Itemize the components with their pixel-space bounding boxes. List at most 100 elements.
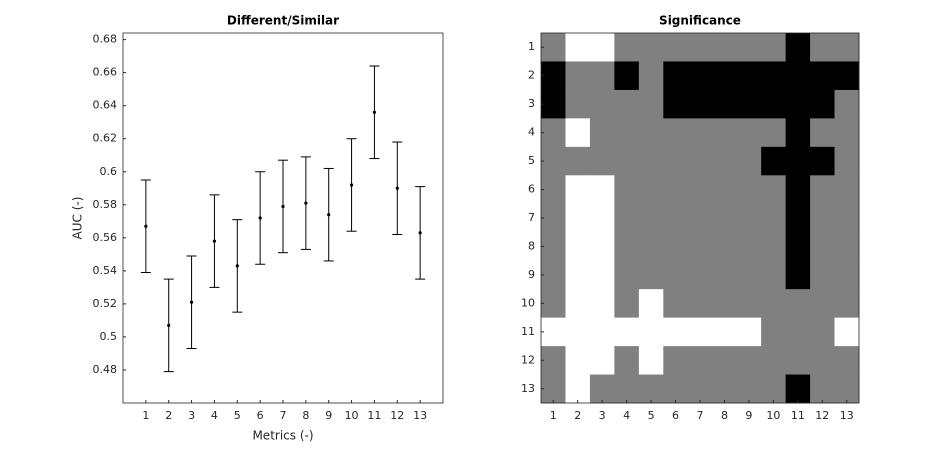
x-tick-label: 13 <box>413 409 427 422</box>
x-axis-label: Metrics (-) <box>252 429 313 443</box>
cell <box>638 346 664 375</box>
y-tick-label: 7 <box>528 211 535 224</box>
cell <box>810 232 835 262</box>
title: Different/Similar <box>227 14 339 28</box>
point <box>212 239 217 243</box>
cell <box>589 89 615 119</box>
title: Significance <box>659 14 741 28</box>
cell <box>687 346 713 375</box>
y-tick-label: 5 <box>528 154 535 167</box>
x-tick-label: 6 <box>257 409 264 422</box>
cell <box>810 260 835 290</box>
cell <box>712 346 738 375</box>
cell <box>565 260 591 290</box>
cell <box>736 118 762 148</box>
point <box>349 183 354 187</box>
cell <box>663 203 689 233</box>
x-tick-label: 12 <box>815 409 829 422</box>
y-tick-label: 0.52 <box>93 297 118 310</box>
x-tick-label: 3 <box>599 409 606 422</box>
cell <box>541 118 566 148</box>
cell <box>541 203 566 233</box>
cell <box>589 33 615 62</box>
cell <box>761 146 787 176</box>
cell <box>834 175 860 205</box>
cell <box>589 175 615 205</box>
y-tick-label: 0.64 <box>93 99 118 112</box>
cell <box>834 232 860 262</box>
cell <box>663 33 689 62</box>
point <box>304 201 308 205</box>
cell <box>785 175 811 205</box>
cell <box>541 33 566 62</box>
cell <box>663 346 689 375</box>
cell <box>761 118 787 148</box>
cell <box>565 61 591 91</box>
x-tick-label: 5 <box>234 409 241 422</box>
cell <box>785 289 811 319</box>
cell <box>736 33 762 62</box>
cell <box>687 175 713 205</box>
cell <box>565 289 591 319</box>
point <box>144 224 148 228</box>
cell <box>541 61 566 91</box>
cell <box>614 289 640 319</box>
cell <box>565 33 591 62</box>
x-tick-label: 9 <box>745 409 752 422</box>
cell <box>687 118 713 148</box>
y-tick-label: 9 <box>528 268 535 281</box>
cell <box>565 374 591 404</box>
cell <box>638 289 664 319</box>
cell <box>589 289 615 319</box>
cell <box>638 146 664 176</box>
x-tick-label: 2 <box>574 409 581 422</box>
y-tick-label: 6 <box>528 183 535 196</box>
y-tick-label: 11 <box>521 325 535 338</box>
cell <box>810 289 835 319</box>
cell <box>736 146 762 176</box>
x-tick-label: 7 <box>697 409 704 422</box>
cell <box>614 203 640 233</box>
cell <box>761 175 787 205</box>
cell <box>565 346 591 375</box>
x-tick-label: 4 <box>211 409 218 422</box>
cell <box>761 232 787 262</box>
cell <box>736 89 762 119</box>
cell <box>663 317 689 347</box>
cell <box>541 289 566 319</box>
cell <box>810 89 835 119</box>
cell <box>712 89 738 119</box>
cell <box>810 203 835 233</box>
cell <box>810 118 835 148</box>
cell <box>761 260 787 290</box>
cell <box>785 118 811 148</box>
cell <box>614 118 640 148</box>
cell <box>712 317 738 347</box>
cell <box>638 89 664 119</box>
x-tick-label: 9 <box>325 409 332 422</box>
cell <box>687 61 713 91</box>
cell <box>834 346 860 375</box>
cell <box>589 61 615 91</box>
y-tick-label: 0.48 <box>93 363 118 376</box>
cell <box>541 374 566 404</box>
x-tick-label: 1 <box>550 409 557 422</box>
cell <box>785 232 811 262</box>
cell <box>565 317 591 347</box>
cell <box>761 61 787 91</box>
cell <box>785 260 811 290</box>
x-tick-label: 2 <box>165 409 172 422</box>
point <box>372 110 377 114</box>
cell <box>589 346 615 375</box>
cell <box>761 89 787 119</box>
cell <box>810 175 835 205</box>
cell <box>761 346 787 375</box>
cell <box>663 374 689 404</box>
cell <box>785 89 811 119</box>
cell <box>614 89 640 119</box>
cell <box>614 374 640 404</box>
cell <box>736 374 762 404</box>
cell <box>834 33 860 62</box>
cell <box>834 203 860 233</box>
